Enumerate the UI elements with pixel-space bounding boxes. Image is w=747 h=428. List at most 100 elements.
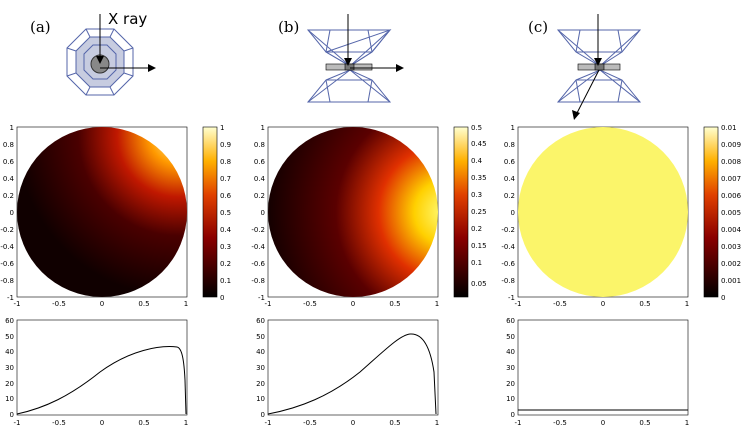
tick-label: 60 (5, 317, 14, 325)
tick-label: 0 (10, 411, 14, 419)
tick-label: -0.5 (553, 300, 567, 308)
tick-label: 0.4 (220, 226, 232, 234)
tick-label: 0 (351, 300, 355, 308)
tick-label: -0.4 (501, 243, 515, 251)
tick-label: 0.45 (471, 140, 487, 148)
panel-b: (b) 1 0.8 0.6 0.4 0.2 0 -0.2 -0. (251, 14, 487, 427)
tick-label: 0.2 (471, 225, 482, 233)
tick-label: 0.4 (3, 175, 15, 183)
profile-y-ticks: 60 50 40 30 20 10 0 (506, 317, 515, 419)
tick-label: 0.003 (721, 243, 741, 251)
tick-label: 1 (261, 124, 265, 132)
tick-label: 0.25 (471, 208, 487, 216)
tick-label: 0 (721, 294, 725, 302)
tick-label: -0.8 (251, 277, 265, 285)
sample (594, 63, 605, 71)
tick-label: 50 (256, 333, 265, 341)
intensity-map (518, 127, 688, 297)
tick-label: -0.4 (0, 243, 14, 251)
tick-label: 1 (435, 419, 439, 427)
tick-label: 20 (506, 380, 515, 388)
tick-label: 0.4 (471, 157, 483, 165)
tick-label: -1 (515, 419, 522, 427)
tick-label: 40 (506, 348, 515, 356)
profile-y-ticks: 60 50 40 30 20 10 0 (5, 317, 14, 419)
profile-curve (267, 333, 437, 415)
tick-label: -0.5 (303, 300, 317, 308)
tick-label: 20 (5, 380, 14, 388)
tick-label: -1 (265, 300, 272, 308)
colorbar (703, 126, 719, 298)
tick-label: 1 (685, 300, 689, 308)
tick-label: 40 (256, 348, 265, 356)
map-x-ticks: -1 -0.5 0 0.5 1 (14, 300, 189, 308)
tick-label: 1 (685, 419, 689, 427)
profile-curve (16, 346, 187, 415)
map-y-ticks: 1 0.8 0.6 0.4 0.2 0 -0.2 -0.4 -0.6 -0.8 … (0, 124, 14, 302)
tick-label: 20 (256, 380, 265, 388)
panel-label: (c) (528, 18, 548, 36)
profile-x-ticks: -1 -0.5 0 0.5 1 (265, 419, 440, 427)
intensity-map (17, 127, 187, 297)
tick-label: 0.4 (504, 175, 516, 183)
tick-label: -0.6 (0, 260, 14, 268)
tick-label: 0.1 (220, 277, 231, 285)
tick-label: 0.8 (220, 158, 231, 166)
tick-label: 0.05 (471, 280, 487, 288)
tick-label: -0.2 (251, 226, 265, 234)
panel-label: (b) (278, 18, 299, 36)
tick-label: 0.001 (721, 277, 741, 285)
tick-label: 0.5 (138, 419, 149, 427)
tick-label: 0.6 (3, 158, 15, 166)
tick-label: 0.5 (471, 124, 482, 132)
tick-label: -0.6 (501, 260, 515, 268)
beam-arrowhead (594, 58, 602, 66)
tick-label: 0.8 (254, 141, 265, 149)
tick-label: 0.2 (3, 192, 14, 200)
tick-label: 0.4 (254, 175, 266, 183)
tick-label: -0.5 (52, 300, 66, 308)
tick-label: 50 (5, 333, 14, 341)
tick-label: 0 (511, 411, 515, 419)
tick-label: 0 (100, 419, 104, 427)
tick-label: 10 (5, 395, 14, 403)
tick-label: -0.5 (52, 419, 66, 427)
tick-label: -1 (258, 294, 265, 302)
tick-label: 0.5 (639, 419, 650, 427)
anvil-cell-schematic (556, 29, 642, 103)
sample (344, 63, 355, 71)
tick-label: 1 (511, 124, 515, 132)
beam-arrowhead (344, 58, 352, 66)
tick-label: 0.8 (3, 141, 14, 149)
tick-label: 0.9 (220, 141, 231, 149)
tick-label: 0.6 (254, 158, 266, 166)
panel-label: (a) (30, 18, 51, 36)
profile-frame (16, 319, 188, 416)
tick-label: 0 (100, 300, 104, 308)
tick-label: 0.3 (471, 191, 482, 199)
tick-label: -1 (265, 419, 272, 427)
panel-a: (a) X ray 1 0.8 0.6 0.4 0.2 0 -0.2 (0, 10, 231, 427)
tick-label: 10 (506, 395, 515, 403)
tick-label: 30 (5, 364, 14, 372)
colorbar-ticks: 0.5 0.45 0.4 0.35 0.3 0.25 0.2 0.15 0.1 … (471, 124, 487, 288)
tick-label: -0.2 (501, 226, 515, 234)
anvil-cell-schematic (306, 28, 392, 103)
tick-label: 0.2 (220, 260, 231, 268)
tick-label: -0.8 (501, 277, 515, 285)
tick-label: 0.002 (721, 260, 741, 268)
tick-label: -0.6 (251, 260, 265, 268)
tick-label: -0.2 (0, 226, 14, 234)
profile-x-ticks: -1 -0.5 0 0.5 1 (14, 419, 189, 427)
tick-label: 0.2 (504, 192, 515, 200)
tick-label: 0 (261, 209, 265, 217)
tick-label: 0.008 (721, 158, 741, 166)
tick-label: 30 (506, 364, 515, 372)
tick-label: 0.1 (471, 259, 482, 267)
map-y-ticks: 1 0.8 0.6 0.4 0.2 0 -0.2 -0.4 -0.6 -0.8 … (501, 124, 515, 302)
tick-label: 0.8 (504, 141, 515, 149)
tick-label: 0.3 (220, 243, 231, 251)
tick-label: 1 (184, 300, 188, 308)
profile-frame (267, 319, 439, 416)
tick-label: 0.5 (389, 300, 400, 308)
